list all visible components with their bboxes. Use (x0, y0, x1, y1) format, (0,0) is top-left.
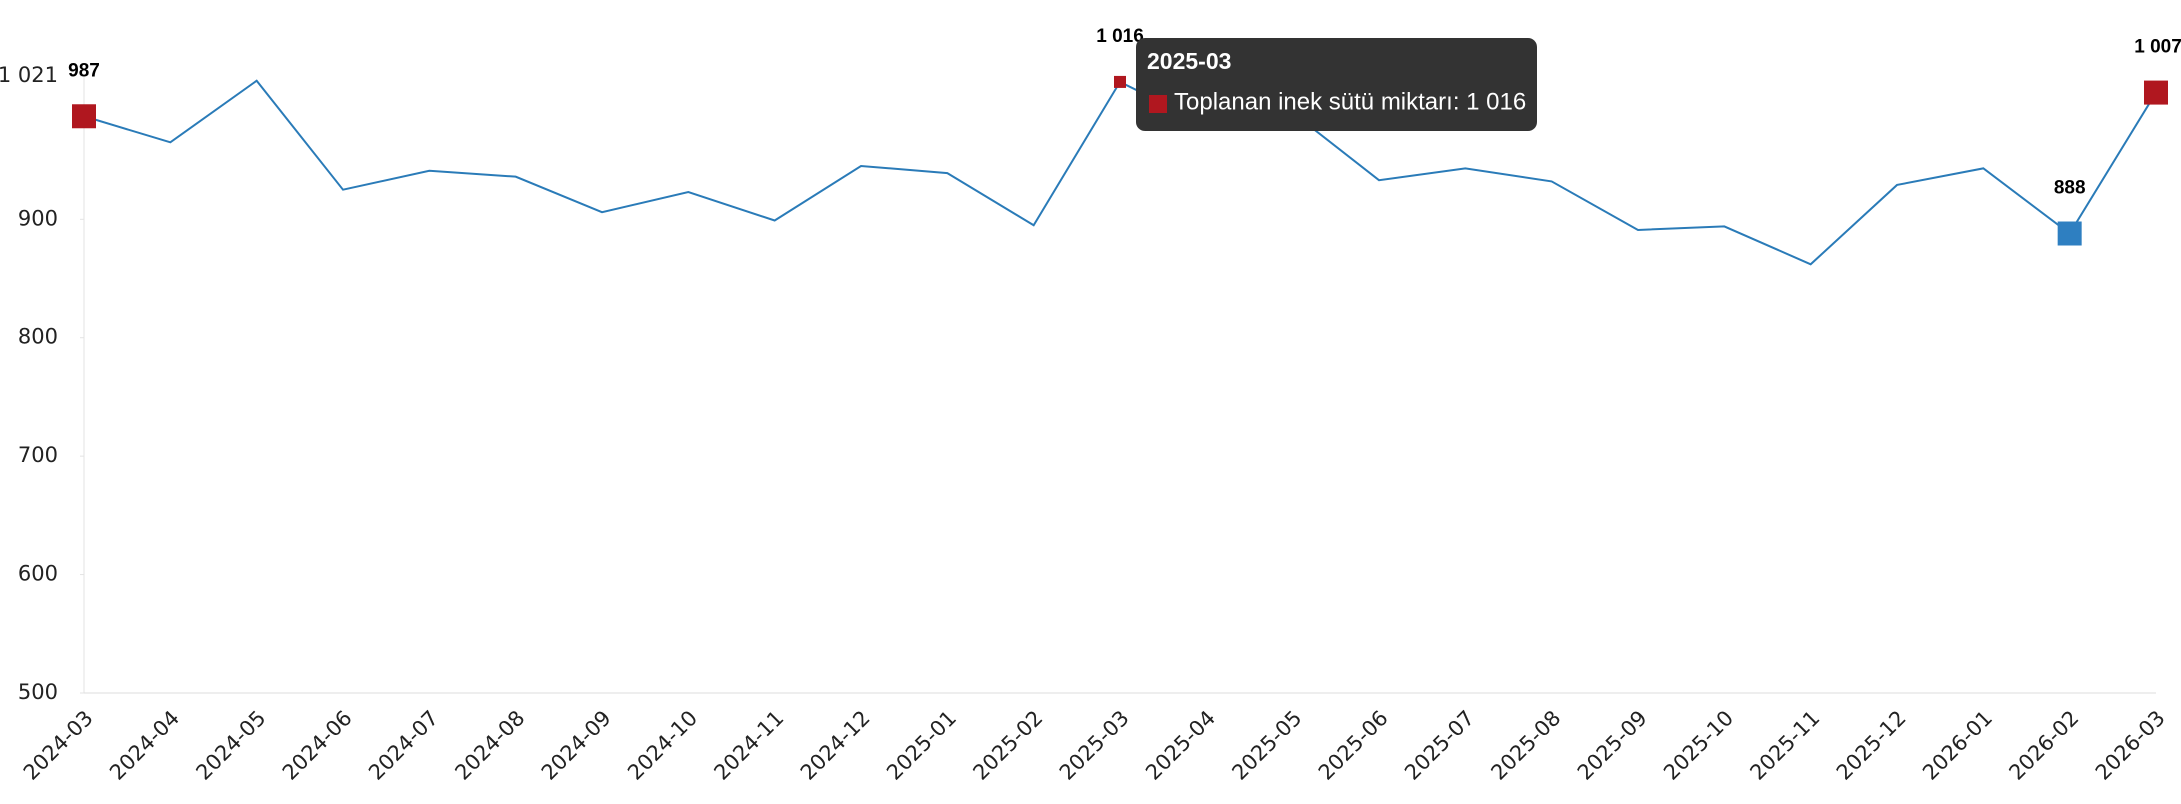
x-tick-label: 2025-08 (1486, 706, 1565, 785)
x-tick-label: 2026-03 (2091, 706, 2170, 785)
tooltip-box (1136, 38, 1537, 131)
x-tick-label: 2025-06 (1314, 706, 1393, 785)
x-tick-label: 2024-04 (105, 706, 184, 785)
x-tick-label: 2024-09 (537, 706, 616, 785)
x-tick-label: 2025-12 (1832, 706, 1911, 785)
y-tick-label: 600 (18, 562, 58, 586)
y-tick-label: 700 (18, 443, 58, 467)
tooltip-swatch (1149, 95, 1167, 113)
x-tick-label: 2024-11 (709, 706, 788, 785)
value-label: 1 007 (2134, 37, 2181, 58)
x-tick-label: 2025-10 (1659, 706, 1738, 785)
x-tick-label: 2024-10 (623, 706, 702, 785)
tooltip: 2025-03 Toplanan inek sütü miktarı: 1 016 (1136, 38, 1537, 131)
y-tick-label: 900 (18, 206, 58, 230)
x-tick-label: 2025-02 (968, 706, 1047, 785)
x-tick-label: 2025-05 (1227, 706, 1306, 785)
line (83, 79, 2157, 266)
x-tick-label: 2024-06 (278, 706, 357, 785)
x-tick-label: 2024-03 (19, 706, 98, 785)
x-tick-label: 2024-05 (191, 706, 270, 785)
x-tick-label: 2026-01 (1918, 706, 1997, 785)
x-tick-label: 2026-02 (2004, 706, 2083, 785)
value-label: 1 016 (1096, 26, 1144, 47)
x-tick-label: 2025-01 (882, 706, 961, 785)
x-tick-label: 2025-09 (1573, 706, 1652, 785)
point-marker (1114, 75, 1126, 88)
tooltip-title: 2025-03 (1147, 48, 1231, 74)
x-tick-label: 2025-03 (1055, 706, 1134, 785)
value-label: 888 (2054, 178, 2086, 199)
point-marker (72, 104, 96, 129)
point-marker (2057, 221, 2082, 246)
x-tick-label: 2024-07 (364, 706, 443, 785)
x-tick-label: 2025-07 (1400, 706, 1479, 785)
point-marker (2144, 80, 2168, 105)
y-tick-label: 500 (18, 680, 58, 704)
tooltip-text: Toplanan inek sütü miktarı: 1 016 (1174, 88, 1526, 115)
x-tick-label: 2024-08 (450, 706, 529, 785)
x-tick-label: 2025-04 (1141, 706, 1220, 785)
x-tick-label: 2024-12 (796, 706, 875, 785)
y-tick-label: 800 (18, 325, 58, 349)
y-tick-label: 1 021 (0, 63, 58, 87)
x-tick-label: 2025-11 (1745, 706, 1824, 785)
value-label: 987 (68, 60, 100, 81)
